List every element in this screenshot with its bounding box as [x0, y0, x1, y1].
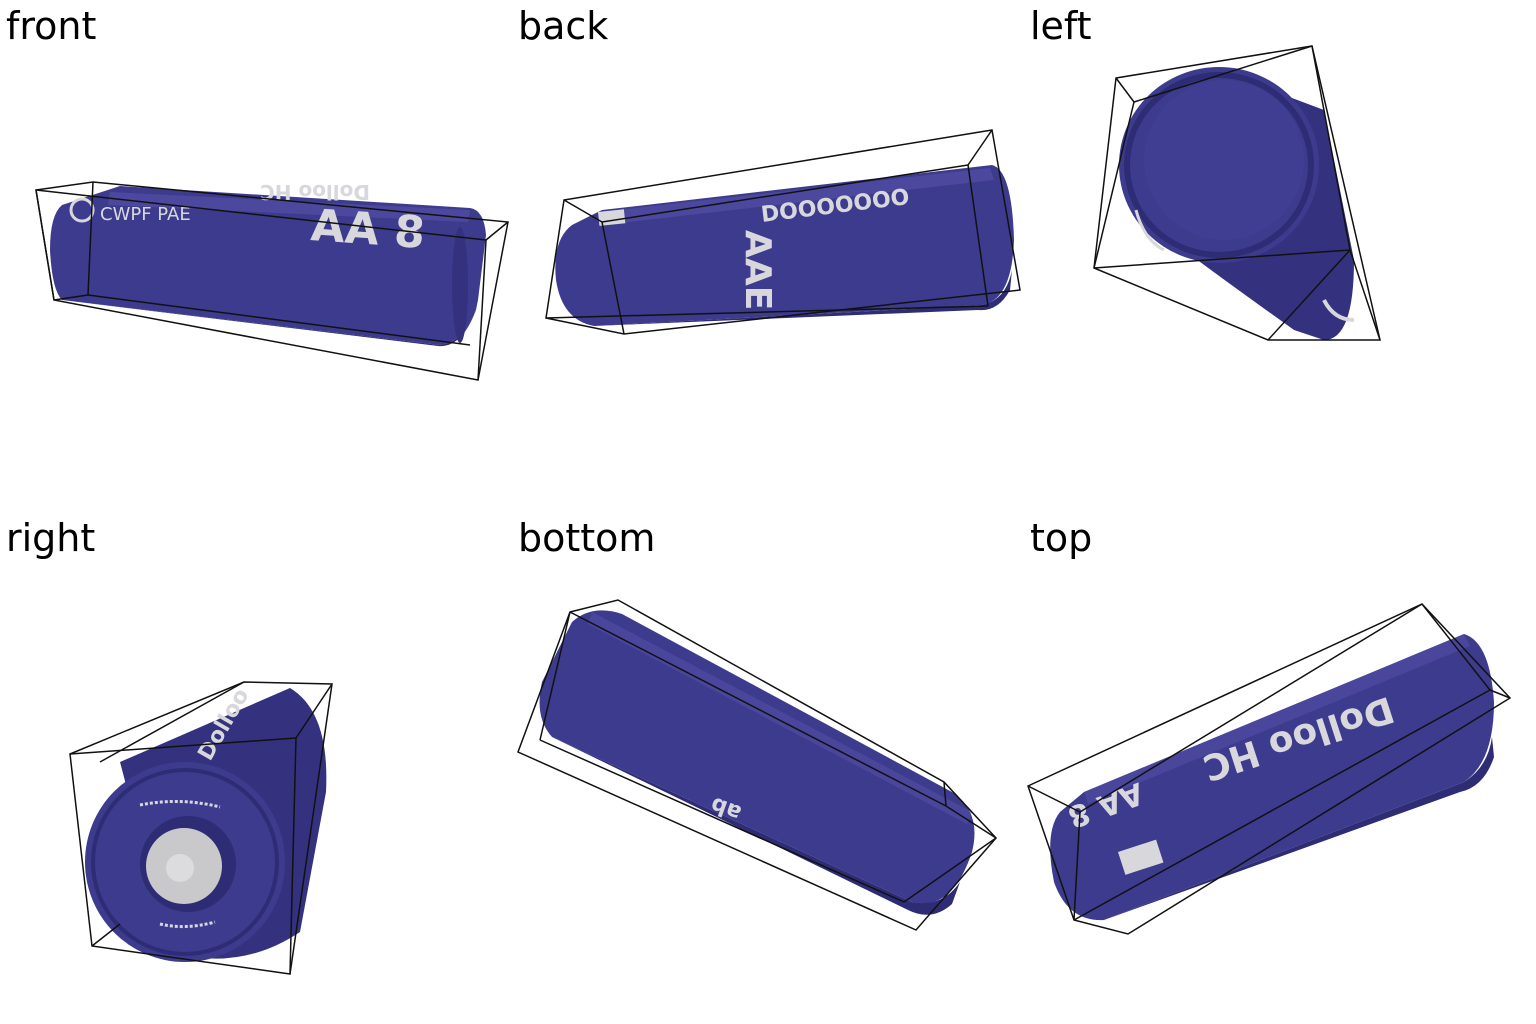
view-label-bottom: bottom — [518, 516, 656, 560]
back-print-aa: AAE — [737, 230, 778, 310]
battery-top: Dolloo HC AA 8 — [1050, 634, 1494, 921]
bounding-box-left — [1093, 45, 1381, 341]
view-label-top: top — [1030, 516, 1093, 560]
back-render: DOOOOOOO AAE — [545, 129, 1021, 335]
front-render: AA 8 Dolloo HC CWPF PAE — [35, 180, 509, 381]
bounding-box-front — [35, 181, 509, 381]
bounding-box-back — [545, 129, 1021, 335]
front-print-small: CWPF PAE — [100, 204, 191, 225]
battery-back: DOOOOOOO AAE — [555, 165, 1014, 326]
view-panel-top: top Dolloo HC AA 8 — [1024, 512, 1536, 1024]
view-panel-bottom: bottom ab — [512, 512, 1024, 1024]
battery-front: AA 8 Dolloo HC CWPF PAE — [50, 180, 486, 347]
view-label-left: left — [1030, 4, 1092, 48]
bounding-box-top — [1027, 603, 1512, 935]
bottom-render: ab — [517, 599, 998, 931]
view-label-front: front — [6, 4, 97, 48]
view-label-right: right — [6, 516, 96, 560]
view-panel-left: left — [1024, 0, 1536, 512]
left-render — [1093, 45, 1381, 341]
bounding-box-right — [69, 681, 333, 975]
view-panel-right: right Dolloo — [0, 512, 512, 1024]
front-print-aa: AA 8 — [309, 200, 426, 259]
battery-right: Dolloo — [85, 684, 327, 962]
view-label-back: back — [518, 4, 609, 48]
view-panel-back: back DOOOOOOO AAE — [512, 0, 1024, 512]
right-render: Dolloo — [69, 681, 333, 975]
bounding-box-bottom — [517, 599, 998, 931]
battery-left — [1119, 67, 1355, 340]
view-panel-front: front AA 8 Dolloo HC CWPF PAE — [0, 0, 512, 512]
top-render: Dolloo HC AA 8 — [1027, 603, 1512, 935]
